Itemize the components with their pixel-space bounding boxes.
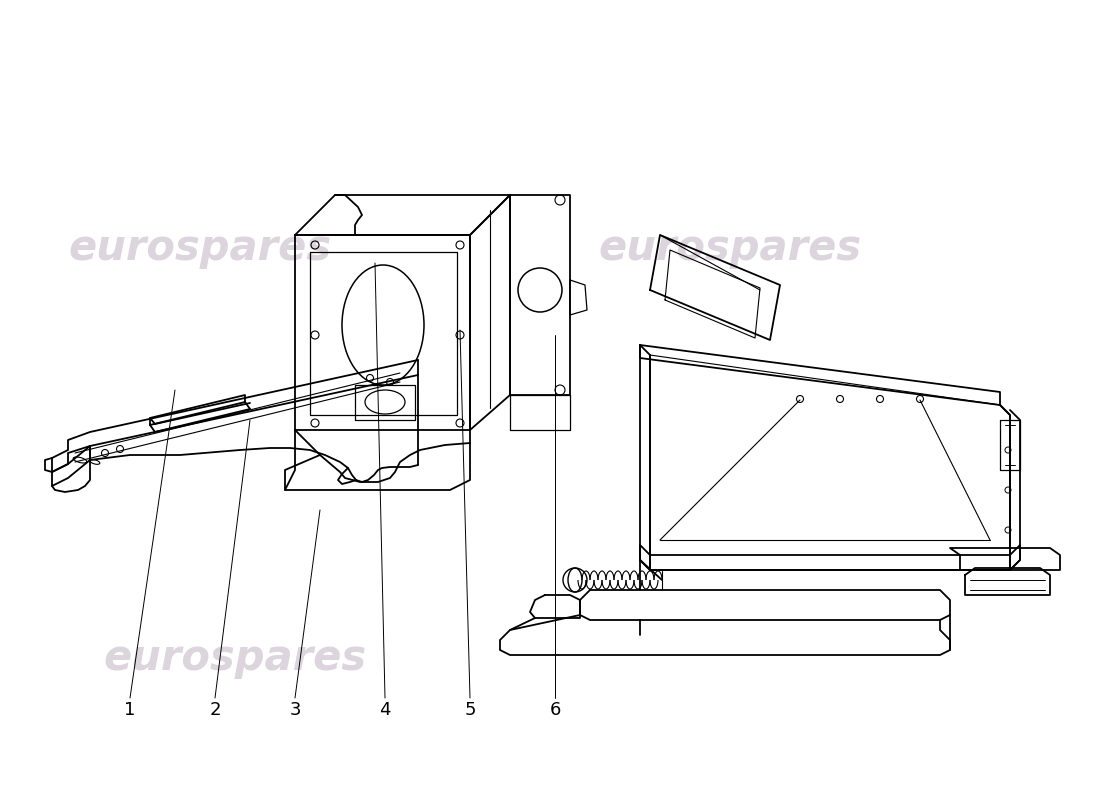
Text: eurospares: eurospares (598, 227, 861, 269)
Text: 3: 3 (289, 701, 300, 719)
Text: eurospares: eurospares (68, 227, 331, 269)
Text: 5: 5 (464, 701, 475, 719)
Text: 2: 2 (209, 701, 221, 719)
Text: eurospares: eurospares (103, 637, 366, 679)
Text: 1: 1 (124, 701, 135, 719)
Text: 4: 4 (379, 701, 390, 719)
Text: 6: 6 (549, 701, 561, 719)
